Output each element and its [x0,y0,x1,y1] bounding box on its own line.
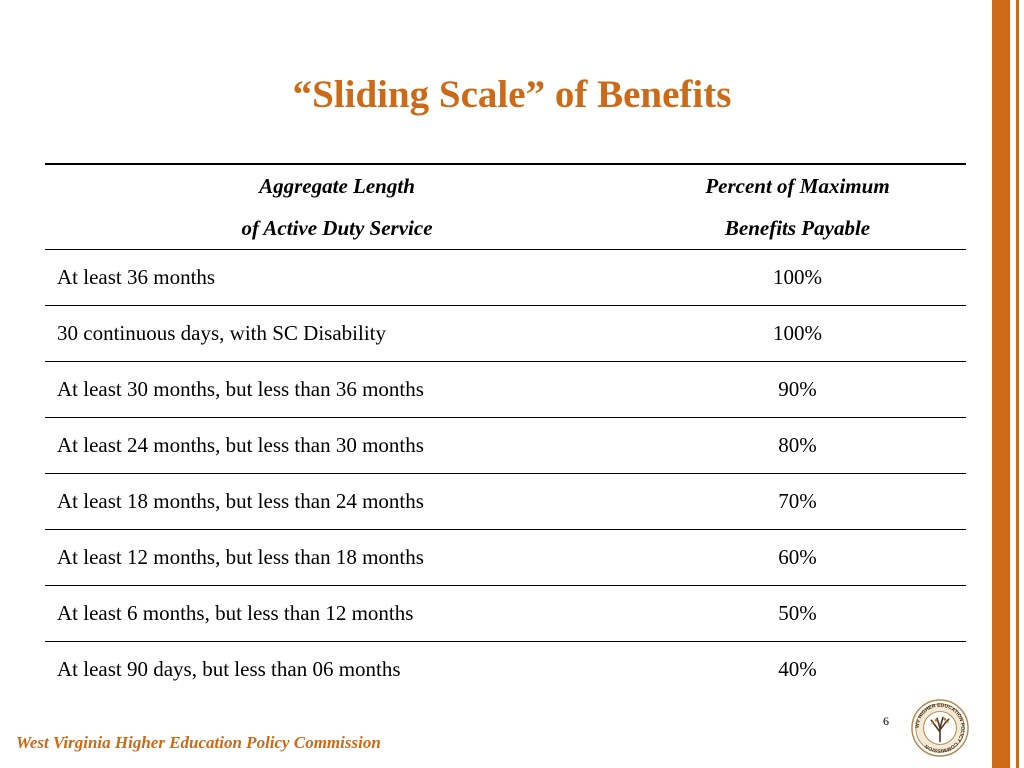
service-cell: At least 12 months, but less than 18 mon… [57,545,424,569]
service-cell: At least 18 months, but less than 24 mon… [57,489,424,513]
header-service-line1: Aggregate Length [259,174,415,198]
table-rule [45,361,966,362]
table-rule [45,249,966,250]
table-row: At least 90 days, but less than 06 month… [45,642,966,697]
percent-cell: 100% [773,321,822,345]
table-row: At least 36 months 100% [45,250,966,305]
service-cell: At least 36 months [57,265,216,289]
percent-cell: 70% [778,489,817,513]
right-accent-bar [992,0,1010,768]
table-rule [45,163,966,165]
benefits-table: Aggregate Length of Active Duty Service … [45,163,966,697]
right-accent-line [1016,0,1019,768]
percent-cell: 50% [778,601,817,625]
service-cell: 30 continuous days, with SC Disability [57,321,387,345]
header-percent: Percent of Maximum Benefits Payable [629,165,966,249]
percent-cell: 40% [778,657,817,681]
table-rule [45,585,966,586]
table-rule [45,529,966,530]
header-percent-line1: Percent of Maximum [705,174,890,198]
table-row: At least 30 months, but less than 36 mon… [45,362,966,417]
percent-cell: 90% [778,377,817,401]
footer-organization: West Virginia Higher Education Policy Co… [16,733,381,752]
commission-seal-icon: WV HIGHER EDUCATION POLICY COMMISSION [911,699,969,757]
percent-cell: 80% [778,433,817,457]
service-cell: At least 30 months, but less than 36 mon… [57,377,424,401]
table-row: At least 24 months, but less than 30 mon… [45,418,966,473]
header-percent-line2: Benefits Payable [724,216,871,240]
service-cell: At least 24 months, but less than 30 mon… [57,433,424,457]
table-rule [45,473,966,474]
table-row: At least 12 months, but less than 18 mon… [45,530,966,585]
table-row: At least 18 months, but less than 24 mon… [45,474,966,529]
page-number: 6 [883,714,889,728]
table-header: Aggregate Length of Active Duty Service … [45,165,966,249]
table-rule [45,417,966,418]
percent-cell: 100% [773,265,822,289]
table-rule [45,305,966,306]
table-row: At least 6 months, but less than 12 mont… [45,586,966,641]
percent-cell: 60% [778,545,817,569]
table-rule [45,641,966,642]
header-service-length: Aggregate Length of Active Duty Service [45,165,629,249]
service-cell: At least 6 months, but less than 12 mont… [57,601,414,625]
header-service-line2: of Active Duty Service [241,216,433,240]
service-cell: At least 90 days, but less than 06 month… [57,657,401,681]
table-row: 30 continuous days, with SC Disability 1… [45,306,966,361]
slide-title: “Sliding Scale” of Benefits [292,73,732,116]
